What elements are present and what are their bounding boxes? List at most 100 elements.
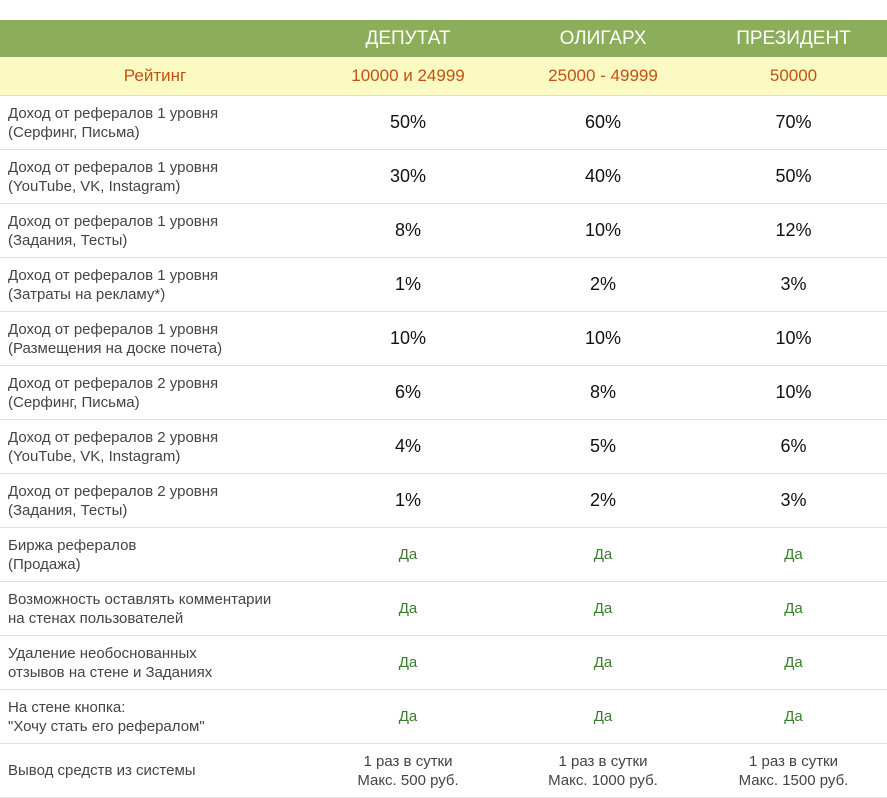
label-line: Доход от рефералов 1 уровня bbox=[8, 158, 219, 176]
label-line: (Продажа) bbox=[8, 555, 81, 573]
cell: 6% bbox=[394, 382, 421, 402]
table-row: Доход от рефералов 2 уровня (Серфинг, Пис… bbox=[0, 366, 887, 420]
row-label: Удаление необоснованных отзывов на стене … bbox=[0, 636, 310, 689]
table-row: Удаление необоснованных отзывов на стене … bbox=[0, 636, 887, 690]
cell-line: Макс. 1500 руб. bbox=[738, 771, 849, 789]
label-line: на стенах пользователей bbox=[8, 609, 184, 627]
cell-line: 1 раз в сутки bbox=[363, 752, 453, 770]
cell: Да bbox=[784, 654, 803, 671]
cell: 10% bbox=[775, 328, 812, 348]
label-line: Доход от рефералов 1 уровня bbox=[8, 104, 219, 122]
cell-line: 1 раз в сутки bbox=[748, 752, 839, 770]
rating-label: Рейтинг bbox=[123, 66, 187, 85]
cell: 30% bbox=[389, 166, 427, 186]
cell: Да bbox=[784, 546, 803, 563]
label-line: Доход от рефералов 2 уровня bbox=[8, 428, 219, 446]
row-label: Доход от рефералов 1 уровня (Затраты на р… bbox=[0, 258, 310, 311]
cell: 70% bbox=[775, 112, 812, 132]
table-row: Доход от рефералов 1 уровня (Серфинг, Пис… bbox=[0, 96, 887, 150]
label-line: (Задания, Тесты) bbox=[8, 501, 128, 519]
row-label: На стене кнопка: "Хочу стать его реферало… bbox=[0, 690, 310, 743]
label-line: (Задания, Тесты) bbox=[8, 231, 128, 249]
cell: 8% bbox=[589, 382, 616, 402]
row-label: Доход от рефералов 1 уровня (YouTube, VK,… bbox=[0, 150, 310, 203]
rating-value: 50000 bbox=[769, 66, 818, 85]
label-line: (YouTube, VK, Instagram) bbox=[8, 177, 181, 195]
label-line: (YouTube, VK, Instagram) bbox=[8, 447, 181, 465]
label-line: Доход от рефералов 1 уровня bbox=[8, 212, 219, 230]
cell: 8% bbox=[394, 220, 421, 240]
table-row: Доход от рефералов 1 уровня (Размещения н… bbox=[0, 312, 887, 366]
column-title: ОЛИГАРХ bbox=[559, 27, 647, 49]
row-label: Доход от рефералов 1 уровня (Задания, Тес… bbox=[0, 204, 310, 257]
cell: 1% bbox=[394, 274, 421, 294]
table-row: Доход от рефералов 1 уровня (Затраты на р… bbox=[0, 258, 887, 312]
label-line: Удаление необоснованных bbox=[8, 644, 197, 662]
table-row: Доход от рефералов 1 уровня (YouTube, VK,… bbox=[0, 150, 887, 204]
cell: Да bbox=[593, 654, 613, 671]
cell: Да bbox=[398, 708, 418, 725]
rating-row: Рейтинг 10000 и 24999 25000 - 49999 50000 bbox=[0, 57, 887, 96]
row-label: Вывод средств из системы bbox=[0, 744, 310, 797]
row-label: Доход от рефералов 2 уровня (Серфинг, Пис… bbox=[0, 366, 310, 419]
label-line: (Серфинг, Письма) bbox=[8, 123, 140, 141]
table-row: Возможность оставлять комментарии на стен… bbox=[0, 582, 887, 636]
table-row: Биржа рефералов (Продажа) Да Да Да bbox=[0, 528, 887, 582]
row-label: Доход от рефералов 1 уровня (Серфинг, Пис… bbox=[0, 96, 310, 149]
cell: 3% bbox=[780, 274, 807, 294]
column-title: ДЕПУТАТ bbox=[365, 27, 451, 49]
cell: 1 раз в сутки Макс. 500 руб. bbox=[310, 744, 506, 797]
table-row: Вывод средств из системы 1 раз в сутки Мак… bbox=[0, 744, 887, 798]
label-line: "Хочу стать его рефералом" bbox=[8, 717, 205, 735]
cell: 2% bbox=[589, 274, 616, 294]
cell: Да bbox=[784, 708, 803, 725]
row-label: Доход от рефералов 2 уровня (Задания, Тес… bbox=[0, 474, 310, 527]
cell: 3% bbox=[780, 490, 807, 510]
label-line: Вывод средств из системы bbox=[8, 762, 196, 779]
comparison-table: ДЕПУТАТ ОЛИГАРХ ПРЕЗИДЕНТ Рейтинг 10000 и 24… bbox=[0, 20, 887, 798]
label-line: Возможность оставлять комментарии bbox=[8, 590, 272, 608]
cell-line: Макс. 1000 руб. bbox=[548, 771, 658, 789]
cell: 10% bbox=[775, 382, 812, 402]
label-line: Доход от рефералов 1 уровня bbox=[8, 266, 219, 284]
header-spacer bbox=[0, 20, 310, 57]
label-line: отзывов на стене и Заданиях bbox=[8, 663, 213, 681]
label-line: Доход от рефералов 1 уровня bbox=[8, 320, 219, 338]
cell: 10% bbox=[584, 220, 622, 240]
rating-value: 25000 - 49999 bbox=[548, 66, 658, 85]
cell: 60% bbox=[584, 112, 622, 132]
label-line: Доход от рефералов 2 уровня bbox=[8, 482, 219, 500]
cell: Да bbox=[784, 600, 803, 617]
cell: 12% bbox=[775, 220, 812, 240]
table-row: Доход от рефералов 2 уровня (YouTube, VK,… bbox=[0, 420, 887, 474]
label-line: Биржа рефералов bbox=[8, 536, 137, 554]
cell: Да bbox=[398, 600, 418, 617]
cell: Да bbox=[398, 546, 418, 563]
cell: 2% bbox=[589, 490, 616, 510]
cell: 10% bbox=[584, 328, 622, 348]
cell-line: Макс. 500 руб. bbox=[357, 771, 459, 789]
label-line: (Размещения на доске почета) bbox=[8, 339, 223, 357]
rating-value: 10000 и 24999 bbox=[351, 66, 465, 85]
header-row: ДЕПУТАТ ОЛИГАРХ ПРЕЗИДЕНТ bbox=[0, 20, 887, 57]
row-label: Доход от рефералов 2 уровня (YouTube, VK,… bbox=[0, 420, 310, 473]
cell: Да bbox=[398, 654, 418, 671]
cell: 1 раз в сутки Макс. 1000 руб. bbox=[506, 744, 700, 797]
table-row: Доход от рефералов 1 уровня (Задания, Тес… bbox=[0, 204, 887, 258]
cell: Да bbox=[593, 600, 613, 617]
row-label: Возможность оставлять комментарии на стен… bbox=[0, 582, 310, 635]
table-row: На стене кнопка: "Хочу стать его реферало… bbox=[0, 690, 887, 744]
cell: 1% bbox=[394, 490, 421, 510]
cell-line: 1 раз в сутки bbox=[558, 752, 648, 770]
cell: 4% bbox=[394, 436, 421, 456]
cell: 50% bbox=[389, 112, 427, 132]
label-line: На стене кнопка: bbox=[8, 698, 126, 716]
cell: 40% bbox=[584, 166, 622, 186]
cell: 1 раз в сутки Макс. 1500 руб. bbox=[700, 744, 887, 797]
row-label: Биржа рефералов (Продажа) bbox=[0, 528, 310, 581]
label-line: Доход от рефералов 2 уровня bbox=[8, 374, 219, 392]
cell: Да bbox=[593, 546, 613, 563]
label-line: (Затраты на рекламу*) bbox=[8, 285, 166, 303]
label-line: (Серфинг, Письма) bbox=[8, 393, 140, 411]
